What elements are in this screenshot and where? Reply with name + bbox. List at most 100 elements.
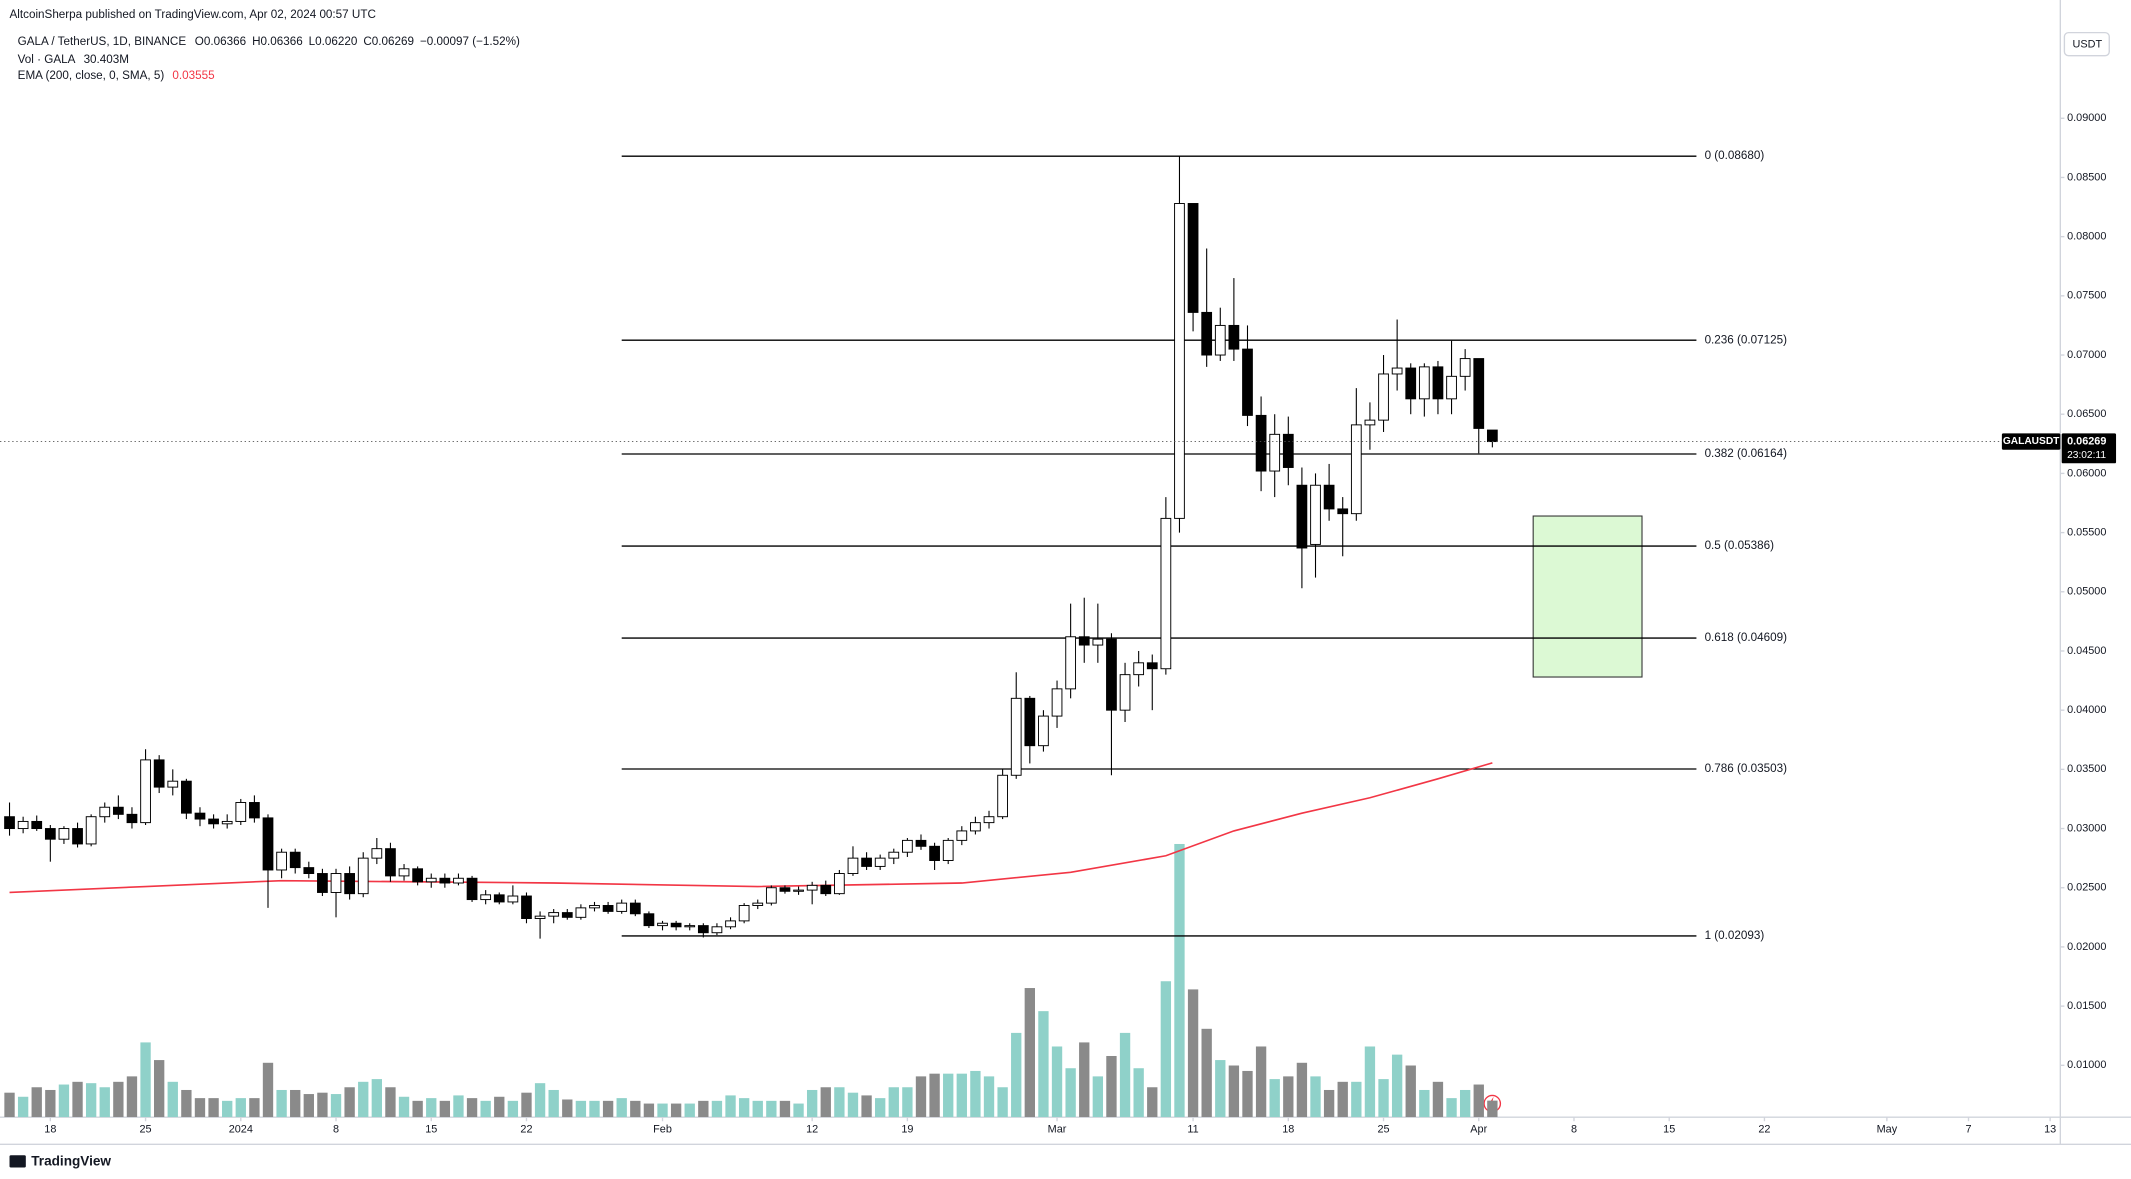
volume-bar — [997, 1087, 1008, 1118]
ohlc-value: 0.06220 — [315, 35, 358, 48]
volume-bar — [344, 1087, 355, 1118]
volume-bar — [4, 1092, 15, 1118]
candle-body — [806, 884, 818, 891]
candle-body — [820, 884, 832, 895]
volume-bar — [1283, 1076, 1294, 1118]
candle-body — [140, 759, 151, 824]
volume-bar — [262, 1062, 274, 1118]
candle-body — [765, 887, 777, 904]
candle-body — [1078, 636, 1090, 646]
candle-body — [289, 851, 301, 869]
x-tick-label: 7 — [1965, 1123, 1971, 1135]
ohlc-label: C — [363, 35, 371, 48]
candle-body — [1187, 203, 1199, 313]
ohlc-label: L — [309, 35, 316, 48]
candle-body — [725, 920, 736, 928]
candle-body — [793, 889, 804, 892]
volume-bar — [1446, 1098, 1457, 1118]
volume-bar — [1106, 1055, 1117, 1118]
currency[interactable]: USDT — [2073, 39, 2103, 51]
volume-bar — [521, 1092, 532, 1118]
x-tick-label: 11 — [1187, 1123, 1198, 1135]
candle-body — [983, 816, 995, 824]
volume-bar — [1228, 1065, 1240, 1118]
symbol-tag-text: GALAUSDT — [2003, 436, 2060, 447]
volume-bar — [1323, 1089, 1335, 1118]
x-tick-label: Feb — [653, 1123, 672, 1135]
volume-bar — [113, 1081, 124, 1118]
volume-bar — [698, 1100, 709, 1118]
candle-body — [561, 912, 573, 918]
candle-body — [670, 922, 682, 928]
symbol-tag — [2001, 433, 2061, 450]
volume-bar — [875, 1098, 886, 1118]
volume-bar — [1391, 1054, 1403, 1118]
currency-box[interactable] — [2063, 31, 2110, 57]
volume-label: Vol · GALA — [18, 53, 76, 66]
volume-bar — [1419, 1089, 1430, 1118]
candle-body — [1405, 367, 1417, 400]
candle-body — [1106, 638, 1117, 711]
candle-body — [1065, 636, 1077, 690]
candle-body — [425, 877, 437, 883]
fib-label: 0 (0.08680) — [1705, 149, 1765, 162]
volume-bar — [1119, 1032, 1131, 1118]
volume-bar — [589, 1100, 600, 1118]
volume-bar — [17, 1096, 29, 1118]
candle-body — [752, 902, 764, 906]
x-tick-label: 13 — [2044, 1123, 2056, 1135]
volume-bar — [820, 1087, 831, 1118]
candle-body — [711, 926, 723, 934]
x-tick-label: Apr — [1470, 1123, 1487, 1135]
x-tick-label: 25 — [140, 1123, 152, 1135]
brand-logo — [9, 1155, 26, 1168]
plot: 0 (0.08680) 0.236 (0.07125) 0.382 (0.06164… — [0, 149, 2059, 1118]
candle-body — [1038, 715, 1049, 747]
candle-body — [1228, 324, 1240, 350]
volume-bar — [1201, 1028, 1212, 1118]
volume-bar — [235, 1098, 246, 1118]
volume-bar — [439, 1100, 451, 1118]
volume-bar — [1187, 989, 1199, 1118]
candle-body — [888, 851, 900, 859]
x-tick-label: May — [1877, 1123, 1898, 1135]
y-tick-label: 0.01500 — [2067, 1000, 2106, 1012]
candle-body — [1473, 358, 1485, 429]
volume-bar — [140, 1042, 151, 1118]
y-tick-label: 0.03500 — [2067, 763, 2106, 775]
y-tick-label: 0.06000 — [2067, 467, 2106, 479]
candle-body — [942, 839, 954, 861]
candle-body — [31, 820, 43, 830]
y-tick-label: 0.07500 — [2067, 290, 2106, 302]
candle-body — [589, 905, 600, 909]
candle-body — [1391, 367, 1403, 375]
volume-bar — [72, 1081, 83, 1118]
volume-bar — [330, 1094, 342, 1118]
legend-symbol: GALA / TetherUS, 1D, BINANCE O0.06366 H0… — [18, 35, 520, 48]
volume-bar — [385, 1087, 396, 1118]
volume-bar — [494, 1096, 505, 1118]
candle-body — [738, 905, 750, 922]
volume-bar — [1269, 1079, 1280, 1118]
candle-body — [684, 925, 696, 928]
candle-body — [657, 922, 668, 927]
candle-body — [412, 868, 424, 883]
volume-bar — [1351, 1081, 1362, 1118]
volume-bar — [1174, 843, 1185, 1118]
candle-body — [874, 857, 886, 867]
candle-body — [1214, 324, 1226, 356]
y-tick-label: 0.04000 — [2067, 704, 2106, 716]
ema-line — [9, 762, 1493, 894]
volume-bar — [888, 1087, 899, 1118]
candle-body — [929, 845, 940, 861]
brand: TradingView — [31, 1154, 111, 1169]
volume-bar — [222, 1100, 233, 1118]
volume-bar — [1364, 1046, 1376, 1118]
candle-body — [194, 812, 206, 820]
volume-bar — [684, 1103, 695, 1118]
publisher: AltcoinSherpa published on TradingView.c… — [10, 8, 376, 21]
x-tick-label: 19 — [901, 1123, 913, 1135]
fib-label: 1 (0.02093) — [1705, 929, 1765, 942]
